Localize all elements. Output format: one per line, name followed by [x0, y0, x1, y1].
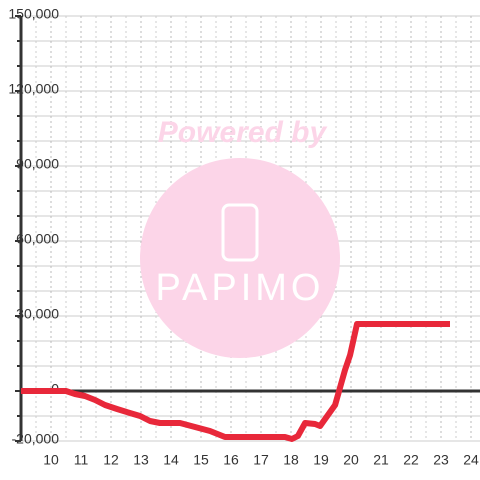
x-tick-label: 18 — [283, 452, 299, 468]
x-tick-label: 23 — [433, 452, 449, 468]
y-tick-label: 90,000 — [16, 156, 59, 172]
x-tick-label: 11 — [74, 452, 89, 468]
x-tick-label: 14 — [163, 452, 179, 468]
y-tick-label: 150,000 — [8, 6, 59, 22]
y-tick-label: 120,000 — [8, 81, 59, 97]
x-tick-label: 21 — [373, 452, 389, 468]
x-tick-label: 17 — [253, 452, 269, 468]
y-tick-label: 30,000 — [16, 306, 59, 322]
x-tick-label: 16 — [223, 452, 239, 468]
y-tick-label: -20,000 — [12, 431, 60, 447]
x-tick-label: 13 — [133, 452, 149, 468]
y-tick-label: 60,000 — [16, 231, 59, 247]
x-tick-label: 24 — [463, 452, 479, 468]
watermark: Powered by PAPIMO — [140, 116, 340, 358]
x-tick-label: 22 — [403, 452, 419, 468]
x-tick-label: 15 — [193, 452, 209, 468]
watermark-text: Powered by — [158, 116, 328, 149]
x-tick-label: 20 — [343, 452, 359, 468]
watermark-logo: PAPIMO — [156, 267, 325, 309]
x-tick-label: 12 — [103, 452, 119, 468]
x-tick-label: 19 — [313, 452, 329, 468]
watermark-circle — [140, 158, 340, 358]
watermark-icon — [221, 203, 259, 262]
line-series — [21, 321, 450, 442]
x-tick-label: 10 — [43, 452, 59, 468]
